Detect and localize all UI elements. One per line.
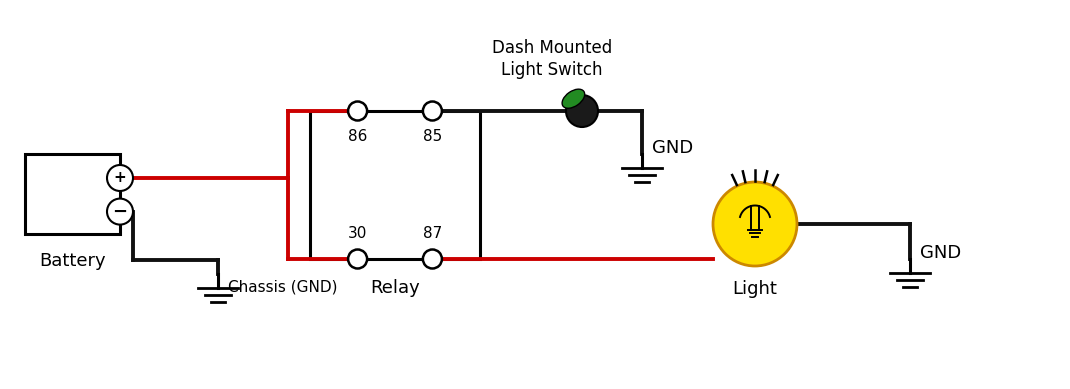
Text: Battery: Battery (40, 252, 106, 270)
Text: 30: 30 (348, 226, 367, 241)
Text: Dash Mounted
Light Switch: Dash Mounted Light Switch (492, 39, 612, 79)
Text: GND: GND (920, 244, 961, 262)
Ellipse shape (562, 89, 584, 108)
Text: Chassis (GND): Chassis (GND) (228, 279, 337, 294)
Text: 86: 86 (348, 129, 367, 144)
Bar (310, 111, 480, 259)
Circle shape (107, 199, 133, 224)
Text: 87: 87 (423, 226, 442, 241)
Text: Relay: Relay (370, 279, 419, 297)
Circle shape (348, 249, 367, 268)
Circle shape (348, 102, 367, 121)
Circle shape (713, 182, 797, 266)
Circle shape (423, 249, 442, 268)
Text: 85: 85 (423, 129, 442, 144)
Text: −: − (112, 203, 127, 221)
Text: +: + (113, 170, 126, 186)
Circle shape (107, 165, 133, 191)
Circle shape (423, 102, 442, 121)
Circle shape (566, 95, 598, 127)
Text: GND: GND (652, 139, 693, 157)
Text: Light: Light (733, 280, 778, 298)
Bar (25, 154, 120, 234)
